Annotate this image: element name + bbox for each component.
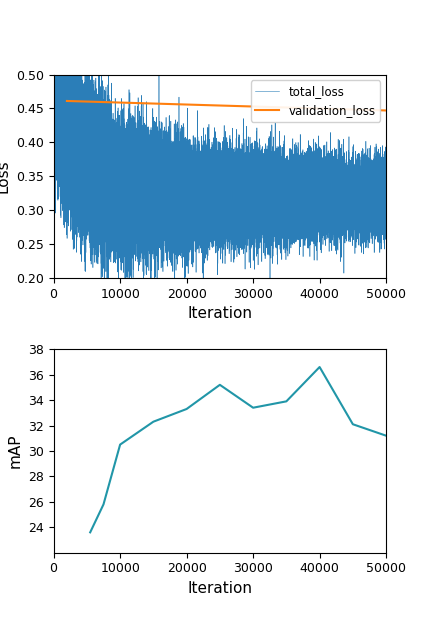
total_loss bbox=[74, 123, 79, 130]
total_loss bbox=[51, 37, 56, 44]
validation_loss bbox=[205, 101, 210, 109]
validation_loss bbox=[284, 104, 289, 111]
Y-axis label: mAP: mAP bbox=[7, 433, 22, 468]
validation_loss bbox=[384, 107, 389, 114]
total_loss bbox=[384, 167, 389, 175]
validation_loss bbox=[313, 105, 318, 112]
Line: total_loss: total_loss bbox=[54, 40, 386, 278]
validation_loss bbox=[64, 97, 69, 105]
total_loss bbox=[232, 196, 237, 204]
Line: validation_loss: validation_loss bbox=[67, 101, 386, 111]
validation_loss bbox=[193, 101, 199, 109]
total_loss bbox=[131, 175, 136, 182]
total_loss bbox=[251, 212, 257, 220]
total_loss bbox=[51, 50, 56, 58]
X-axis label: Iteration: Iteration bbox=[187, 306, 252, 321]
validation_loss bbox=[97, 98, 102, 106]
X-axis label: Iteration: Iteration bbox=[187, 581, 252, 596]
total_loss bbox=[178, 214, 184, 222]
total_loss bbox=[298, 188, 303, 195]
Legend: total_loss, validation_loss: total_loss, validation_loss bbox=[251, 81, 380, 122]
validation_loss bbox=[319, 105, 324, 112]
Y-axis label: Loss: Loss bbox=[0, 160, 10, 193]
total_loss bbox=[99, 274, 104, 282]
